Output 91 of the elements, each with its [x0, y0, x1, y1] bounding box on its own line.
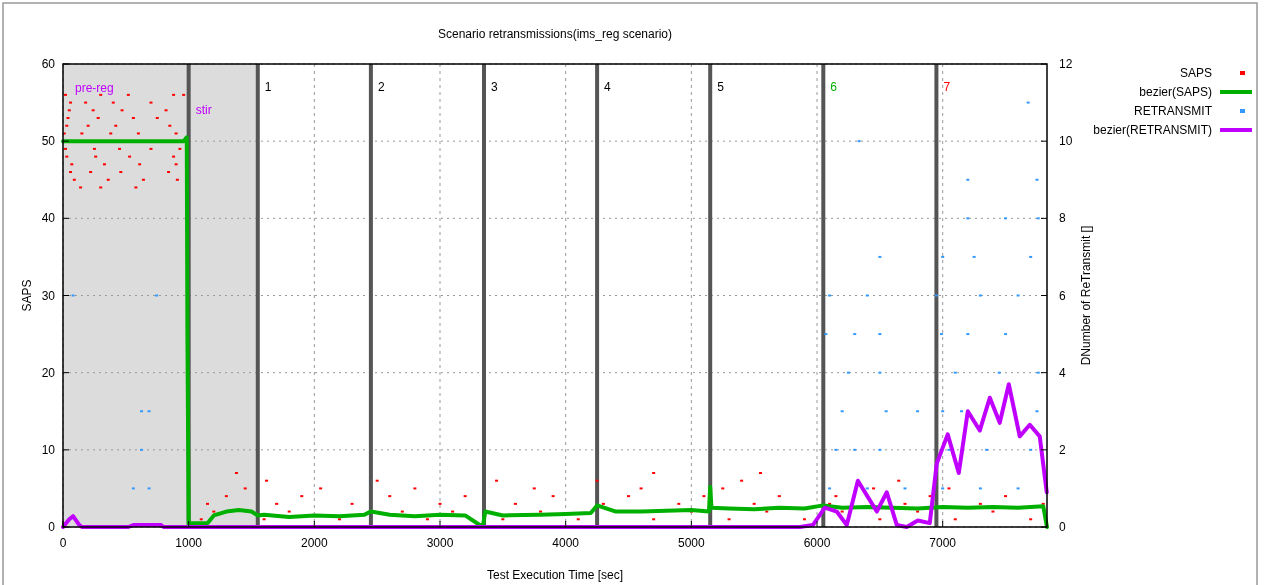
point — [966, 333, 970, 336]
y-tick-label: 50 — [41, 134, 56, 149]
point — [1016, 294, 1020, 297]
annotation: 5 — [717, 80, 725, 95]
annotation: 7 — [943, 80, 951, 95]
point — [884, 410, 888, 413]
point — [865, 487, 869, 490]
point — [1016, 487, 1020, 490]
legend-label: SAPS — [1179, 66, 1212, 80]
point — [978, 487, 982, 490]
legend-label: bezier(RETRANSMIT) — [1093, 123, 1212, 137]
y2-tick-label: 4 — [1059, 365, 1066, 380]
point — [985, 448, 989, 451]
y2-tick-label: 6 — [1059, 288, 1066, 303]
chart-title: Scenario retransmissions(ims_reg scenario) — [437, 27, 673, 41]
point — [828, 294, 832, 297]
point — [71, 294, 75, 297]
point — [916, 410, 920, 413]
point — [903, 487, 907, 490]
y-tick-label: 0 — [48, 520, 56, 534]
y2-tick-label: 10 — [1059, 134, 1073, 149]
point — [1029, 255, 1033, 258]
point — [1035, 178, 1039, 181]
y-tick-label: 30 — [41, 288, 56, 303]
point — [966, 178, 970, 181]
point — [934, 294, 938, 297]
annotation: 2 — [377, 80, 385, 95]
point — [846, 371, 850, 374]
point — [972, 255, 976, 258]
point — [1026, 101, 1030, 104]
point — [939, 333, 943, 336]
x-tick-label: 2000 — [300, 536, 329, 550]
legend-label: RETRANSMIT — [1134, 104, 1213, 118]
annotation: 3 — [491, 80, 498, 95]
point — [857, 140, 861, 143]
legend-label: bezier(SAPS) — [1139, 85, 1212, 99]
point — [828, 487, 832, 490]
x-tick-label: 0 — [59, 536, 67, 550]
point — [147, 410, 151, 413]
y2-tick-label: 2 — [1059, 442, 1066, 457]
annotation: 4 — [604, 80, 612, 95]
point — [947, 448, 951, 451]
point — [941, 255, 945, 258]
x-tick-label: 3000 — [426, 536, 454, 550]
point — [941, 410, 945, 413]
band-label: pre-reg — [75, 81, 114, 95]
point — [853, 448, 857, 451]
annotation: 1 — [264, 80, 272, 95]
point — [997, 371, 1001, 374]
point — [865, 294, 869, 297]
point — [840, 410, 844, 413]
point — [953, 371, 957, 374]
x-tick-label: 6000 — [803, 536, 831, 550]
point — [941, 487, 945, 490]
point — [1029, 448, 1033, 451]
point — [834, 448, 838, 451]
x-axis-title: Test Execution Time [sec] — [486, 568, 624, 582]
y-tick-label: 10 — [41, 442, 56, 457]
point — [960, 410, 964, 413]
point — [147, 487, 151, 490]
point — [131, 487, 135, 490]
point — [1036, 217, 1040, 220]
point — [140, 448, 144, 451]
point — [1004, 333, 1008, 336]
y2-tick-label: 8 — [1059, 211, 1066, 226]
point — [966, 217, 970, 220]
point — [824, 333, 828, 336]
point — [878, 333, 882, 336]
x-tick-label: 7000 — [929, 536, 957, 550]
x-tick-label: 1000 — [175, 536, 203, 550]
point — [853, 333, 857, 336]
x-tick-label: 5000 — [678, 536, 706, 550]
y2-axis-title: DNumber of ReTransmit [] — [1079, 225, 1093, 366]
y-tick-label: 60 — [41, 57, 56, 71]
point — [140, 410, 144, 413]
band-label: stir — [195, 103, 212, 117]
y-axis-title: SAPS — [20, 279, 34, 312]
point — [978, 294, 982, 297]
y-tick-label: 40 — [41, 211, 56, 226]
x-tick-label: 4000 — [552, 536, 580, 550]
y-tick-label: 20 — [41, 365, 56, 380]
point — [155, 294, 159, 297]
point — [1004, 217, 1008, 220]
y2-tick-label: 0 — [1059, 520, 1066, 534]
point — [878, 448, 882, 451]
point — [1036, 371, 1040, 374]
point — [878, 371, 882, 374]
point — [1035, 410, 1039, 413]
point — [878, 255, 882, 258]
y2-tick-label: 12 — [1059, 57, 1073, 71]
annotation: 6 — [830, 80, 838, 95]
